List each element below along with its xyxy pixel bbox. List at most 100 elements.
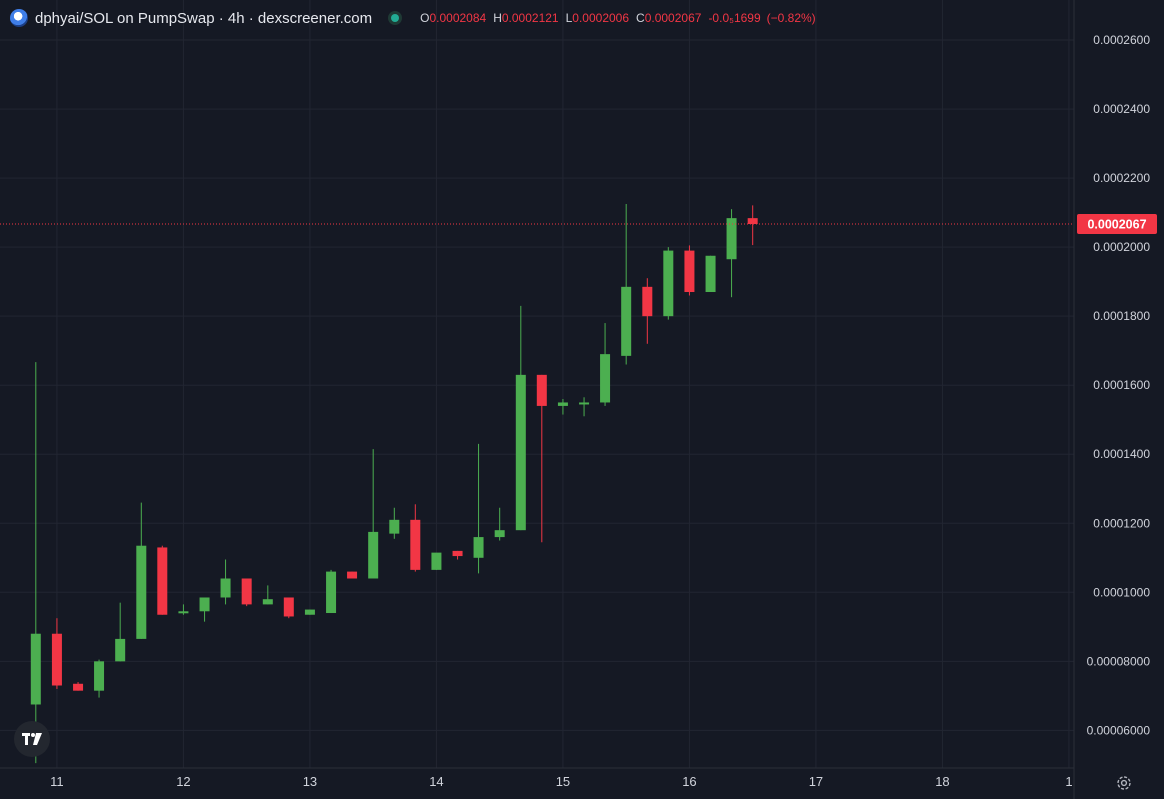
- time-tick-label: 11: [50, 774, 64, 789]
- pair-title[interactable]: dphyai/SOL on PumpSwap · 4h · dexscreene…: [35, 9, 373, 27]
- candle-up[interactable]: [368, 449, 379, 579]
- price-tick-label: 0.0002600: [1093, 33, 1150, 47]
- candle-body: [600, 354, 611, 403]
- last-price-text: 0.0002067: [1087, 218, 1146, 232]
- candle-up[interactable]: [621, 203, 632, 365]
- candle-down[interactable]: [452, 550, 463, 560]
- high-label: H: [493, 11, 502, 25]
- chart-legend: dphyai/SOL on PumpSwap · 4h · dexscreene…: [10, 7, 822, 29]
- candle-up[interactable]: [515, 305, 526, 531]
- candle-down[interactable]: [747, 205, 758, 246]
- candle-up[interactable]: [262, 585, 273, 605]
- candle-body: [452, 550, 463, 557]
- open-value: 0.0002084: [429, 11, 487, 25]
- candle-body: [347, 571, 358, 579]
- price-tick-label: 0.0001600: [1093, 378, 1150, 392]
- close-value: 0.0002067: [644, 11, 702, 25]
- candle-body: [473, 537, 484, 558]
- candle-up[interactable]: [136, 502, 147, 639]
- candle-body: [431, 552, 442, 570]
- candle-down[interactable]: [73, 682, 84, 691]
- price-axis[interactable]: 0.00006000 0.00008000 0.0001000 0.0001200 0.…: [1087, 33, 1151, 737]
- candle-down[interactable]: [347, 571, 358, 579]
- candle-body: [621, 286, 632, 356]
- candle-body: [94, 661, 105, 691]
- last-price-label: 0.0002067: [1077, 214, 1157, 235]
- price-tick-label: 0.0001000: [1093, 585, 1150, 599]
- candle-body: [747, 218, 758, 225]
- candle-body: [304, 609, 315, 615]
- last-price-tag: [1077, 214, 1157, 235]
- time-tick-label: 16: [682, 774, 696, 789]
- candle-body: [73, 683, 84, 691]
- tradingview-logo-icon[interactable]: [14, 721, 50, 757]
- candle-body: [136, 545, 147, 639]
- candle-body: [178, 611, 189, 614]
- time-axis[interactable]: 11 12 13 14 15 16 17 18 1: [50, 774, 1072, 789]
- candle-up[interactable]: [557, 399, 568, 415]
- candle-body: [579, 402, 590, 405]
- candle-down[interactable]: [241, 578, 252, 607]
- high-value: 0.0002121: [501, 11, 559, 25]
- candle-body: [410, 519, 421, 570]
- candle-up[interactable]: [115, 602, 126, 662]
- candle-up[interactable]: [494, 507, 505, 541]
- candle-up[interactable]: [473, 443, 484, 574]
- candle-down[interactable]: [283, 597, 294, 619]
- candle-body: [157, 547, 168, 615]
- candle-up[interactable]: [705, 255, 716, 293]
- candle-body: [368, 531, 379, 579]
- candle-down[interactable]: [684, 245, 695, 296]
- candle-body: [726, 218, 737, 260]
- low-value: 0.0002006: [572, 11, 630, 25]
- candle-body: [115, 638, 126, 662]
- change-value: -0.0₅1699: [708, 11, 761, 25]
- candle-down[interactable]: [157, 545, 168, 615]
- candle-up[interactable]: [579, 397, 590, 417]
- time-tick-label: 17: [809, 774, 823, 789]
- candle-body: [536, 374, 547, 406]
- live-status-dot-icon: [388, 11, 403, 25]
- candle-body: [199, 597, 210, 612]
- close-label: C: [636, 11, 645, 25]
- open-label: O: [420, 11, 430, 25]
- candle-up[interactable]: [726, 209, 737, 298]
- candle-up[interactable]: [199, 597, 210, 622]
- token-icon[interactable]: [10, 9, 28, 27]
- time-tick-label: 12: [176, 774, 190, 789]
- price-tick-label: 0.00006000: [1087, 723, 1151, 737]
- candle-up[interactable]: [30, 362, 41, 764]
- candle-up[interactable]: [94, 659, 105, 698]
- candle-body: [30, 633, 41, 705]
- candle-body: [241, 578, 252, 605]
- tradingview-logo-glyph: [22, 733, 42, 745]
- time-tick-label: 18: [935, 774, 949, 789]
- candle-up[interactable]: [600, 323, 611, 406]
- candle-body: [557, 402, 568, 406]
- time-tick-label: 1: [1065, 774, 1072, 789]
- price-tick-label: 0.0002200: [1093, 171, 1150, 185]
- candle-up[interactable]: [663, 247, 674, 320]
- candle-body: [220, 578, 231, 598]
- candle-down[interactable]: [51, 618, 62, 689]
- candle-body: [326, 571, 337, 614]
- candle-body: [642, 286, 653, 317]
- candle-down[interactable]: [536, 374, 547, 543]
- candle-up[interactable]: [220, 559, 231, 605]
- candle-body: [663, 250, 674, 317]
- candle-up[interactable]: [304, 609, 315, 615]
- price-tick-label: 0.0001200: [1093, 516, 1150, 530]
- price-tick-label: 0.0001800: [1093, 309, 1150, 323]
- candle-down[interactable]: [410, 504, 421, 572]
- candle-up[interactable]: [326, 569, 337, 614]
- candle-up[interactable]: [389, 507, 400, 539]
- candles[interactable]: [30, 203, 758, 764]
- settings-gear-icon[interactable]: [1115, 774, 1133, 792]
- candle-up[interactable]: [178, 604, 189, 615]
- candle-down[interactable]: [642, 278, 653, 344]
- price-tick-label: 0.0002000: [1093, 240, 1150, 254]
- time-tick-label: 13: [303, 774, 317, 789]
- candle-up[interactable]: [431, 552, 442, 570]
